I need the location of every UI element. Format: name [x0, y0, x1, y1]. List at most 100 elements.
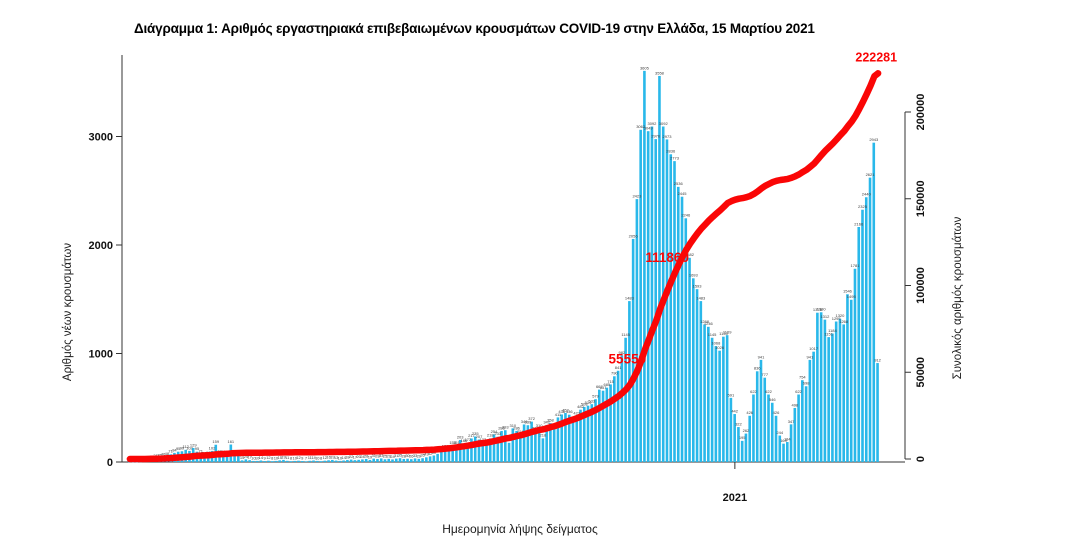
bar-value-label: 19 — [330, 454, 335, 459]
daily-cases-bar — [488, 438, 492, 462]
daily-cases-bar — [755, 371, 759, 462]
daily-cases-bar — [827, 337, 830, 462]
bar-value-label: 310 — [509, 423, 516, 428]
bar-value-label: 347 — [788, 419, 795, 424]
bar-value-label: 28 — [402, 453, 407, 458]
daily-cases-bar — [650, 126, 654, 462]
bar-value-label: 17 — [247, 455, 252, 460]
daily-cases-bar — [252, 460, 255, 462]
daily-cases-bar — [334, 460, 338, 462]
daily-cases-bar — [432, 455, 436, 462]
left-tick-label: 1000 — [89, 348, 113, 360]
bar-value-label: 10 — [293, 455, 298, 460]
daily-cases-bar — [496, 436, 500, 462]
bar-value-label: 1017 — [809, 346, 819, 351]
bar-value-label: 339 — [525, 420, 532, 425]
bar-value-label: 18 — [345, 454, 350, 459]
daily-cases-bar — [383, 459, 387, 462]
bar-value-label: 184 — [784, 436, 791, 441]
daily-cases-bar — [665, 139, 669, 462]
daily-cases-bar — [387, 458, 391, 462]
bar-value-label: 2056 — [629, 233, 639, 238]
bar-value-label: 12 — [323, 455, 328, 460]
bar-value-label: 372 — [528, 416, 535, 421]
bar-value-label: 218 — [540, 433, 547, 438]
bar-value-label: 1495 — [847, 294, 857, 299]
bar-value-label: 1376 — [813, 307, 823, 312]
bar-value-label: 546 — [769, 397, 776, 402]
bar-value-label: 95 — [195, 446, 200, 451]
daily-cases-bar — [823, 319, 827, 462]
bar-value-label: 3092 — [647, 121, 657, 126]
daily-cases-bar — [842, 324, 845, 462]
daily-cases-bar — [846, 294, 849, 462]
bar-value-label: 622 — [765, 389, 772, 394]
daily-cases-bar — [699, 301, 703, 462]
daily-cases-bar — [808, 359, 812, 462]
bar-value-label: 912 — [874, 357, 881, 362]
bar-value-label: 1155 — [719, 331, 728, 336]
daily-cases-bar — [270, 461, 274, 462]
bar-value-label: 1483 — [696, 295, 706, 300]
bar-value-label: 1145 — [621, 332, 630, 337]
bar-value-label: 1882 — [685, 252, 695, 257]
daily-cases-bar — [361, 459, 364, 462]
daily-cases-bar — [218, 453, 221, 462]
bar-value-label: 841 — [615, 365, 622, 370]
bar-value-label: 1145 — [708, 332, 717, 337]
left-tick-label: 3000 — [89, 131, 113, 143]
bar-value-label: 10 — [338, 455, 343, 460]
daily-cases-bar — [278, 460, 281, 462]
bar-value-label: 293 — [502, 425, 509, 430]
daily-cases-bar — [616, 370, 620, 462]
bar-value-label: 35 — [157, 453, 162, 458]
daily-cases-bar — [394, 458, 398, 462]
daily-cases-bar — [729, 397, 733, 462]
bar-value-label: 52 — [428, 451, 433, 456]
daily-cases-bar — [831, 333, 834, 462]
bar-value-label: 25 — [383, 454, 388, 459]
daily-cases-bar — [658, 75, 661, 462]
daily-cases-bar — [834, 321, 838, 462]
right-tick-label: 100000 — [915, 267, 927, 304]
bar-value-label: 30 — [405, 453, 410, 458]
daily-cases-bar — [511, 428, 515, 462]
bar-value-label: 941 — [758, 354, 765, 359]
bar-value-label: 24 — [360, 454, 365, 459]
bar-value-label: 29 — [387, 453, 392, 458]
bar-value-label: 1246 — [704, 321, 714, 326]
milestone-label: 55559 — [609, 351, 647, 366]
bar-value-label: 1320 — [835, 313, 845, 318]
daily-cases-bar — [364, 458, 368, 462]
bar-value-label: 12 — [296, 455, 301, 460]
daily-cases-bar — [861, 209, 864, 462]
bar-value-label: 442 — [731, 408, 738, 413]
daily-cases-bar — [338, 460, 342, 462]
bar-value-label: 46 — [161, 451, 166, 456]
daily-cases-bar — [376, 458, 379, 462]
daily-cases-bar — [643, 70, 646, 463]
daily-cases-bar — [462, 443, 466, 462]
bar-value-label: 9 — [264, 455, 267, 460]
daily-cases-bar — [722, 336, 725, 462]
daily-cases-bar — [406, 458, 409, 462]
daily-cases-bar — [552, 428, 556, 462]
daily-cases-bar — [308, 460, 312, 462]
daily-cases-bar — [451, 445, 454, 462]
daily-cases-bar — [853, 268, 857, 462]
daily-cases-bar — [492, 434, 496, 462]
daily-cases-bar — [789, 424, 793, 462]
daily-cases-bar — [564, 412, 567, 462]
bar-value-label: 411 — [555, 412, 562, 417]
daily-cases-bar — [571, 421, 575, 462]
bar-value-label: 26 — [409, 454, 414, 459]
daily-cases-bar — [744, 433, 748, 462]
bar-value-label: 217 — [468, 433, 475, 438]
daily-cases-bar — [646, 131, 650, 462]
daily-cases-bar — [522, 424, 526, 462]
bar-value-label: 698 — [803, 381, 810, 386]
bar-value-label: 2773 — [670, 156, 680, 161]
daily-cases-bar — [312, 460, 315, 462]
bar-value-label: 15 — [240, 455, 245, 460]
daily-cases-bar — [613, 376, 616, 462]
